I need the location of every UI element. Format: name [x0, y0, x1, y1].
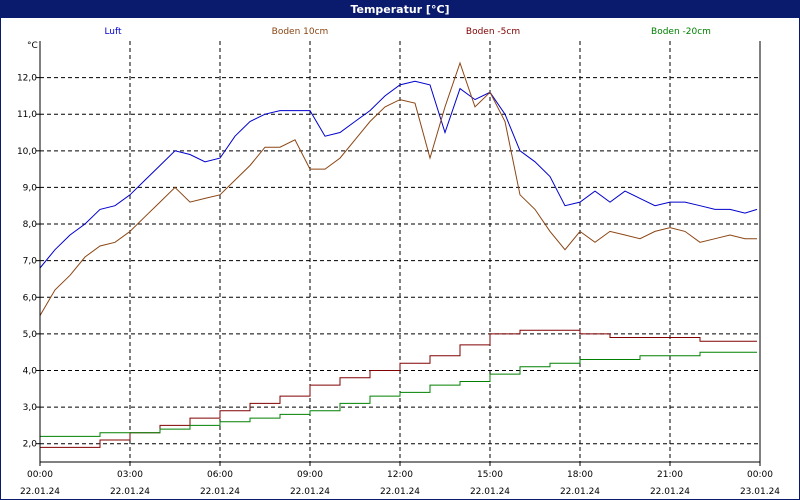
y-tick-label: 6,0 [23, 293, 38, 303]
grid [40, 41, 760, 462]
y-tick-label: 12,0 [17, 74, 37, 84]
y-tick-label: 11,0 [17, 110, 37, 120]
chart-title: Temperatur [°C] [1, 1, 799, 18]
x-tick-time: 18:00 [567, 470, 593, 480]
series-line [39, 80, 758, 269]
legend-entry: Boden 10cm [272, 27, 329, 37]
series-line [40, 351, 757, 437]
x-tick-date: 22.01.24 [650, 487, 690, 497]
y-axis-label: °C [27, 41, 38, 51]
x-tick-date: 23.01.24 [740, 487, 780, 497]
x-tick-time: 15:00 [477, 470, 503, 480]
legend-entry: Boden -5cm [466, 27, 520, 37]
series-lines [39, 61, 758, 448]
y-tick-label: 4,0 [23, 366, 38, 376]
x-tick-date: 22.01.24 [380, 487, 420, 497]
y-tick-label: 3,0 [23, 403, 38, 413]
x-tick-time: 09:00 [297, 470, 323, 480]
y-tick-label: 2,0 [23, 440, 38, 450]
y-tick-label: 10,0 [17, 147, 37, 157]
axes: 2,0 3,0 4,0 5,0 6,0 7,0 8,0 9,0 10,0 11,0 12,0 00:0… [17, 41, 780, 497]
x-tick-time: 00:00 [27, 470, 53, 480]
x-tick-time: 00:00 [747, 470, 773, 480]
x-tick-date: 22.01.24 [470, 487, 510, 497]
x-tick-date: 22.01.24 [290, 487, 330, 497]
y-tick-label: 5,0 [23, 330, 38, 340]
x-tick-date: 22.01.24 [110, 487, 150, 497]
y-tick-label: 9,0 [23, 183, 38, 193]
x-tick-date: 22.01.24 [20, 487, 60, 497]
y-tick-label: 8,0 [23, 220, 38, 230]
legend-entry: Luft [104, 27, 122, 37]
x-tick-time: 12:00 [387, 470, 413, 480]
x-tick-time: 03:00 [117, 470, 143, 480]
x-tick-time: 21:00 [657, 470, 683, 480]
y-tick-label: 7,0 [23, 257, 38, 267]
series-line [39, 61, 757, 316]
legend: Luft Boden 10cm Boden -5cm Boden -20cm [104, 27, 711, 37]
x-tick-time: 06:00 [207, 470, 233, 480]
legend-entry: Boden -20cm [651, 27, 711, 37]
series-line [40, 329, 757, 448]
x-tick-date: 22.01.24 [200, 487, 240, 497]
x-tick-date: 22.01.24 [560, 487, 600, 497]
